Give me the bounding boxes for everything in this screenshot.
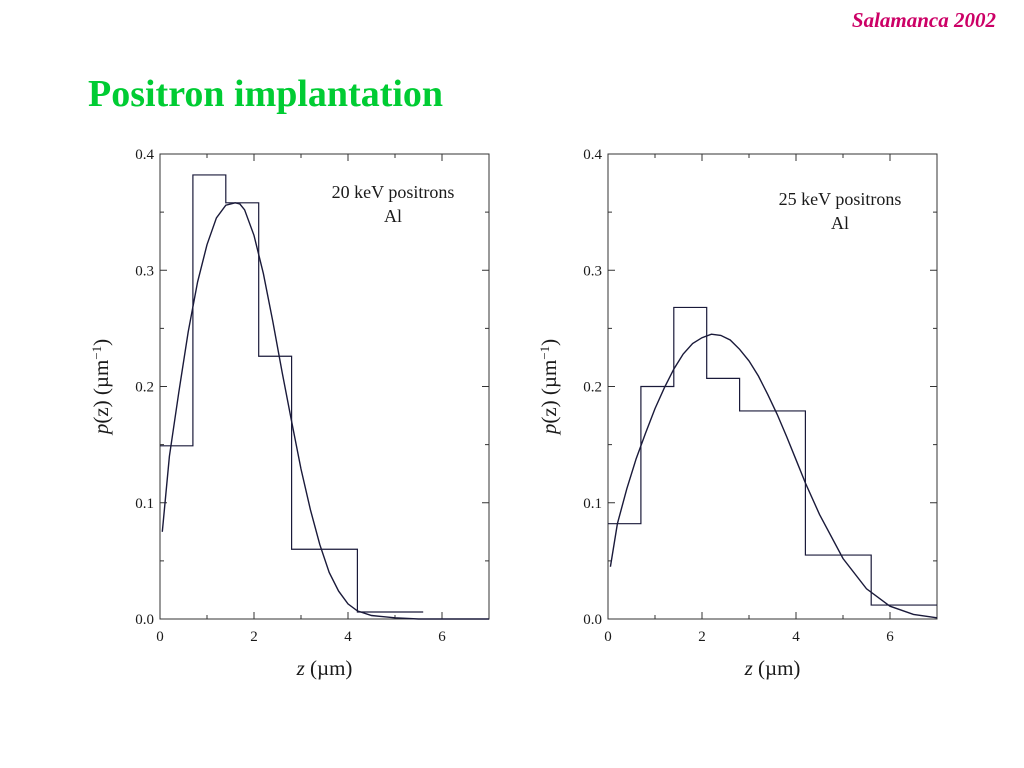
- y-tick-label: 0.4: [583, 147, 602, 163]
- x-axis-unit: (µm): [305, 656, 353, 680]
- y-tick-label: 0.1: [135, 496, 154, 512]
- annotation-line: Al: [831, 213, 849, 233]
- y-tick-label: 0.0: [583, 612, 602, 628]
- x-tick-label: 2: [250, 629, 258, 645]
- fitted-curve-series: [609, 333, 938, 619]
- x-tick-label: 0: [604, 629, 612, 645]
- y-tick-label: 0.3: [583, 263, 602, 279]
- histogram-series: [160, 174, 424, 613]
- y-axis-argument: (z): [89, 395, 113, 424]
- histogram-bin: [707, 378, 740, 619]
- histogram-bin: [608, 524, 641, 619]
- x-tick-label: 2: [698, 629, 706, 645]
- annotation-line: 25 keV positrons: [779, 189, 902, 209]
- histogram-bin: [740, 411, 806, 619]
- y-tick-label: 0.3: [135, 263, 154, 279]
- histogram-series: [608, 306, 937, 606]
- fitted-curve-series: [161, 202, 489, 620]
- histogram-bin: [641, 387, 674, 620]
- y-axis-argument: (z): [537, 395, 561, 424]
- x-axis-label: z (µm): [744, 656, 801, 680]
- chart-panel-1: 0.0 0.1 0.2 0.3 0.4 0 2 4 6 20 keV positrons Al z (…: [89, 147, 490, 680]
- y-axis-unit: (µm: [89, 360, 113, 395]
- y-axis-label: p(z) (µm−1): [89, 339, 114, 436]
- annotation-line: 20 keV positrons: [332, 182, 455, 202]
- x-axis-variable: z: [296, 656, 305, 680]
- histogram-bin: [193, 175, 226, 619]
- histogram-bin: [674, 307, 707, 619]
- x-tick-label: 4: [792, 629, 800, 645]
- header-tag: Salamanca 2002: [851, 8, 996, 32]
- y-axis-variable: p: [537, 424, 561, 437]
- y-axis-label: p(z) (µm−1): [537, 339, 562, 436]
- x-tick-label: 6: [886, 629, 894, 645]
- slide-title: Positron implantation: [88, 73, 444, 115]
- y-tick-label: 0.4: [135, 147, 154, 163]
- y-axis-exponent: −1: [89, 346, 104, 360]
- y-axis-close: ): [537, 339, 561, 346]
- x-tick-label: 6: [438, 629, 446, 645]
- y-axis-unit: (µm: [537, 360, 561, 395]
- y-axis-close: ): [89, 339, 113, 346]
- annotation-line: Al: [384, 206, 402, 226]
- y-tick-label: 0.2: [135, 380, 154, 396]
- y-tick-label: 0.1: [583, 496, 602, 512]
- histogram-bin: [226, 203, 259, 619]
- y-axis-variable: p: [89, 424, 113, 437]
- y-tick-label: 0.2: [583, 380, 602, 396]
- x-tick-label: 0: [156, 629, 164, 645]
- x-axis-variable: z: [744, 656, 753, 680]
- chart-panel-2: 0.0 0.1 0.2 0.3 0.4 0 2 4 6 25 keV positrons Al z (…: [537, 147, 938, 680]
- x-axis-unit: (µm): [753, 656, 801, 680]
- y-tick-label: 0.0: [135, 612, 154, 628]
- histogram-bin: [805, 555, 871, 619]
- x-axis-label: z (µm): [296, 656, 353, 680]
- x-tick-label: 4: [344, 629, 352, 645]
- y-axis-exponent: −1: [537, 346, 552, 360]
- histogram-bin: [160, 446, 193, 619]
